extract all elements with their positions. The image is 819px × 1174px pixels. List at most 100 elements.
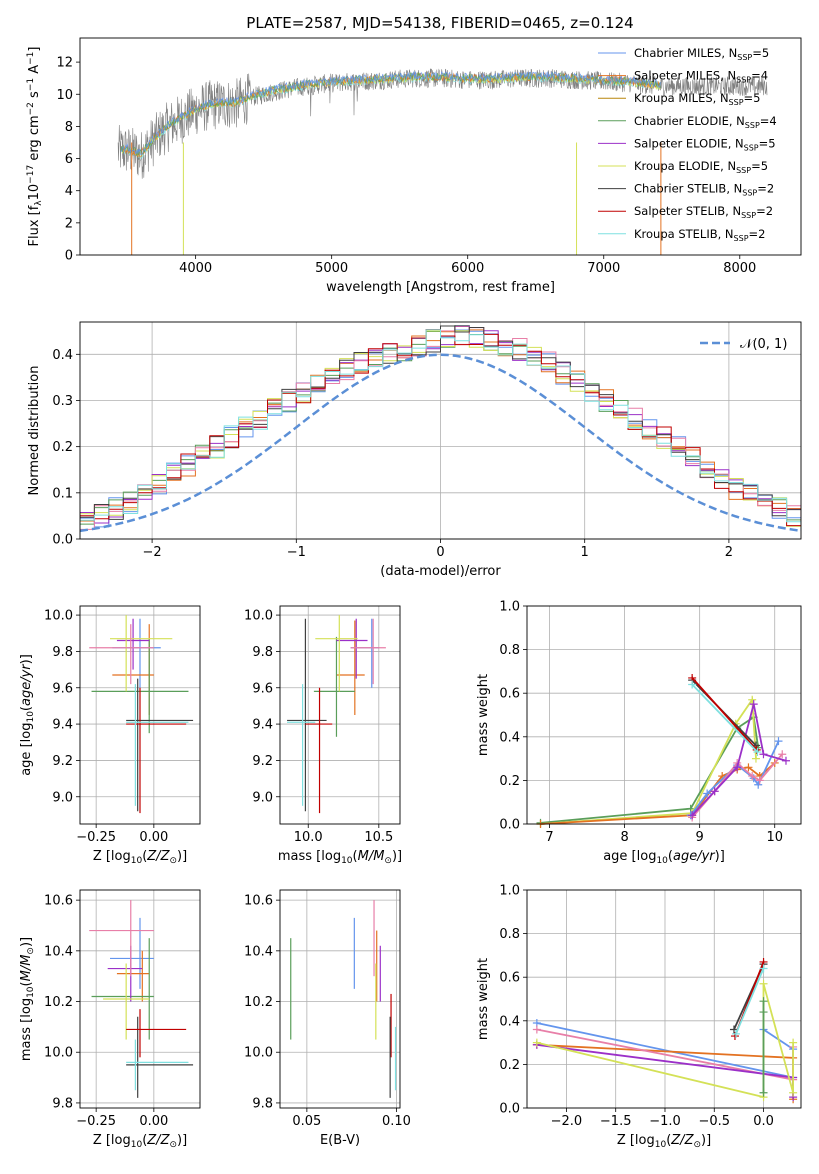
legend-label-tail: =4 <box>760 114 777 128</box>
weight-point-marker <box>748 695 757 704</box>
mass-vs-ebv-xlabel: E(B-V) <box>320 1133 360 1148</box>
x-tick-label: 0.05 <box>292 1114 321 1129</box>
legend-label-tail: =4 <box>751 69 768 83</box>
age-vs-Z-points <box>89 615 194 814</box>
x-tick-label: −0.25 <box>76 1114 116 1129</box>
age-vs-Z-ylabel: age [log10(age/yr)] <box>19 654 36 776</box>
spectrum-model-line <box>120 71 661 156</box>
label-part: ⊙ <box>693 1140 701 1150</box>
label-part: Z/Z <box>670 1133 694 1148</box>
label-part: Flux [f <box>27 205 42 246</box>
label-part: −17 <box>26 165 36 184</box>
mass-vs-ebv-points <box>290 900 397 1098</box>
label-part: ( <box>668 849 673 864</box>
gaussian-curve <box>80 353 801 533</box>
weight-vs-age-axes: 7 8 9 10 0.0 0.2 0.4 0.6 0.8 1.0 <box>499 600 801 845</box>
y-tick-label: 0.3 <box>52 394 73 409</box>
mass-vs-ebv-frame <box>279 889 401 1109</box>
weight-vs-age-xlabel: age [log10(age/yr)] <box>603 849 725 866</box>
x-tick-label: 0 <box>436 545 444 560</box>
y-tick-label: 0.4 <box>52 348 73 363</box>
x-tick-label: 10 <box>766 830 783 845</box>
y-tick-label: 8 <box>65 120 73 135</box>
y-tick-label: 10.2 <box>244 995 273 1010</box>
label-part: )] <box>19 654 34 664</box>
weight-vs-Z-axes: −2.0 −1.5 −1.0 −0.5 0.0 0.0 0.2 0.4 0.6 0.8 1.0 <box>499 884 801 1129</box>
label-part: 10 <box>27 184 42 201</box>
y-tick-label: 10.4 <box>44 944 73 959</box>
weight-vs-Z-xlabel: Z [log10(Z/Z⊙)] <box>617 1133 711 1150</box>
weight-point-marker <box>755 776 764 785</box>
weight-vs-age-ylabel: mass weight <box>476 674 491 756</box>
label-part: 10 <box>131 1140 143 1150</box>
y-tick-label: 1.0 <box>499 600 520 615</box>
x-tick-label: −0.5 <box>698 1114 730 1129</box>
y-tick-label: 0.6 <box>499 971 520 986</box>
x-tick-label: 4000 <box>179 261 212 276</box>
mass-vs-Z-xlabel: Z [log10(Z/Z⊙)] <box>93 1133 187 1150</box>
y-tick-label: 0.1 <box>52 486 73 501</box>
residual-histogram <box>80 329 801 536</box>
y-tick-label: 9.2 <box>252 754 273 769</box>
weight-point-marker <box>759 997 768 1006</box>
age-vs-mass-axes: 10.0 10.5 9.0 9.2 9.4 9.6 9.8 10.0 <box>244 606 400 845</box>
x-tick-label: 8 <box>620 830 628 845</box>
weight-point-marker <box>759 1008 768 1017</box>
legend-label: Salpeter STELIB, NSSP=2 <box>634 204 773 220</box>
weight-point-marker <box>759 964 768 973</box>
legend-label: Kroupa MILES, NSSP=5 <box>634 91 760 107</box>
y-tick-label: 10.0 <box>44 1046 73 1061</box>
y-tick-label: 10.4 <box>244 944 273 959</box>
legend-label-main: Salpeter STELIB, N <box>634 204 741 218</box>
weight-series-line <box>691 677 758 751</box>
y-tick-label: 0.0 <box>52 533 73 548</box>
weight-point-marker <box>532 1038 541 1047</box>
weight-point-marker <box>688 680 697 689</box>
label-part: ⊙ <box>26 947 36 955</box>
weight-point-marker <box>774 737 783 746</box>
label-part: )] <box>392 849 402 864</box>
label-part: ( <box>142 1133 147 1148</box>
legend-label-sub: SSP <box>745 121 760 130</box>
y-tick-label: 0.4 <box>499 730 520 745</box>
label-part: Normed distribution <box>27 366 42 496</box>
y-tick-label: 10.6 <box>244 894 273 909</box>
weight-vs-Z-ylabel: mass weight <box>476 958 491 1040</box>
age-vs-mass-frame <box>279 605 401 825</box>
label-part: age [log <box>603 849 656 864</box>
gaussian-legend-label: 𝒩(0, 1) <box>740 337 787 352</box>
label-part: 10 <box>26 986 36 998</box>
weight-point-marker <box>731 1029 740 1038</box>
legend-label: Chabrier STELIB, NSSP=2 <box>634 182 774 198</box>
label-part: mass [log <box>278 849 341 864</box>
legend-label-main: Salpeter MILES, N <box>634 69 736 83</box>
weight-point-marker <box>751 754 760 763</box>
weight-point-marker <box>532 1025 541 1034</box>
label-part: Z/Z <box>146 1133 170 1148</box>
label-part: ( <box>142 849 147 864</box>
age-vs-Z-frame <box>79 605 201 825</box>
label-part: ( <box>19 706 34 711</box>
label-part: −2 <box>26 102 36 115</box>
y-tick-label: 9.0 <box>52 790 73 805</box>
weight-point-marker <box>753 748 762 757</box>
legend-label-tail: =5 <box>752 46 769 60</box>
x-tick-label: −2.0 <box>551 1114 583 1129</box>
label-part: 10 <box>131 856 143 866</box>
y-tick-label: 10.6 <box>44 894 73 909</box>
legend-label-main: Chabrier ELODIE, N <box>634 114 745 128</box>
label-part: age/yr <box>19 663 34 706</box>
legend-label-tail: =5 <box>744 91 761 105</box>
x-tick-label: 1 <box>581 545 589 560</box>
legend-label-sub: SSP <box>734 234 749 243</box>
legend-label-sub: SSP <box>729 98 744 107</box>
label-part: 10 <box>26 711 36 723</box>
legend-label: Kroupa STELIB, NSSP=2 <box>634 227 765 243</box>
y-tick-label: 0.2 <box>52 440 73 455</box>
label-part: A <box>27 65 42 78</box>
legend-label: Salpeter MILES, NSSP=4 <box>634 69 768 85</box>
weight-point-marker <box>778 750 787 759</box>
y-tick-label: 9.4 <box>52 718 73 733</box>
